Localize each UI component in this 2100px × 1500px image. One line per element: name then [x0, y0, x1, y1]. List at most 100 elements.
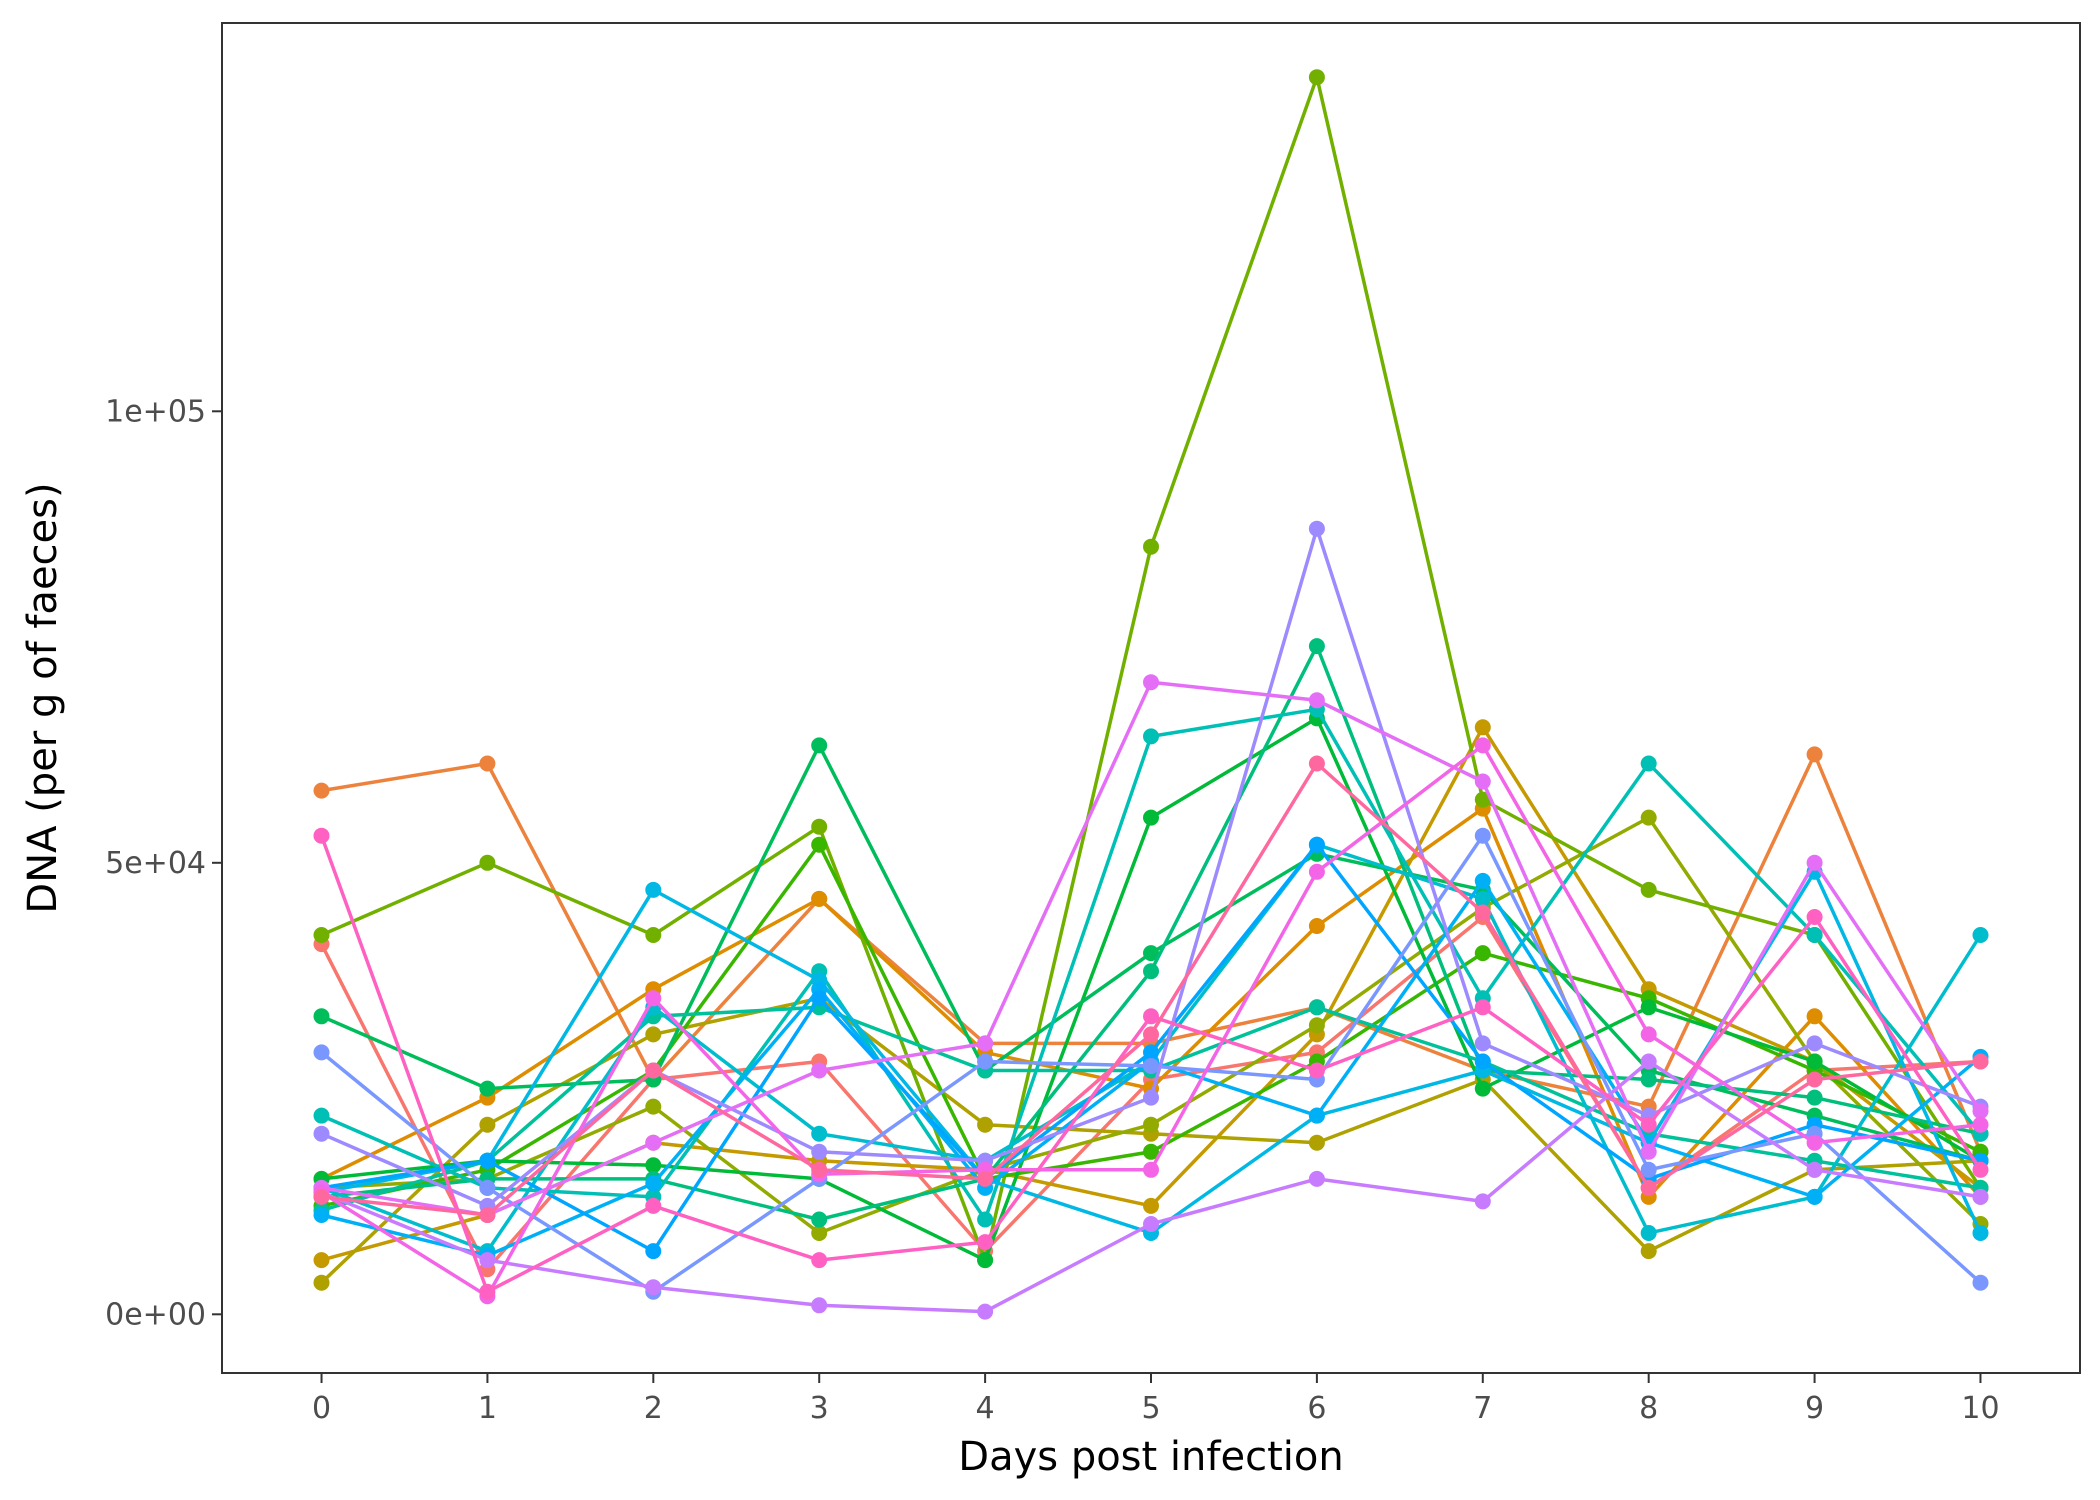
x-tick-label: 6	[1307, 1391, 1326, 1426]
data-point	[1474, 1035, 1491, 1052]
data-point	[1474, 1080, 1491, 1097]
y-axis-title: DNA (per g of faeces)	[20, 482, 66, 913]
data-point	[811, 1143, 828, 1160]
data-point	[1474, 827, 1491, 844]
x-tick-label: 5	[1141, 1391, 1160, 1426]
data-point	[1308, 1062, 1325, 1079]
y-tick-label: 1e+05	[105, 394, 206, 429]
data-point	[811, 836, 828, 853]
data-point	[811, 1125, 828, 1142]
data-point	[1474, 1193, 1491, 1210]
data-point	[645, 1197, 662, 1214]
x-tick-label: 2	[644, 1391, 663, 1426]
data-point	[1972, 1116, 1989, 1133]
data-point	[811, 1252, 828, 1269]
data-point	[1972, 1053, 1989, 1070]
data-point	[1806, 927, 1823, 943]
data-point	[479, 755, 496, 772]
data-point	[811, 1225, 828, 1241]
y-axis: 0e+00 5e+04 1e+05	[105, 394, 222, 1332]
x-tick-label: 8	[1639, 1391, 1658, 1426]
data-point	[811, 1062, 828, 1079]
data-point	[1308, 863, 1325, 880]
data-point	[1143, 728, 1159, 745]
data-point	[811, 1297, 828, 1314]
data-point	[977, 1303, 994, 1320]
data-point	[977, 1035, 994, 1052]
data-point	[977, 1234, 994, 1251]
x-tick-label: 10	[1961, 1391, 1999, 1426]
data-point	[1308, 638, 1325, 655]
data-point	[313, 927, 330, 943]
data-point	[313, 1107, 330, 1124]
data-point	[1308, 692, 1325, 709]
data-point	[1640, 1071, 1657, 1088]
data-point	[1474, 945, 1491, 962]
y-tick-label: 5e+04	[105, 846, 206, 881]
data-point	[1308, 836, 1325, 853]
x-axis-title: Days post infection	[958, 1434, 1343, 1480]
data-point	[811, 818, 828, 835]
data-point	[479, 1207, 496, 1223]
data-point	[313, 827, 330, 844]
data-point	[1143, 963, 1159, 980]
x-tick-label: 4	[976, 1391, 995, 1426]
data-point	[1640, 881, 1657, 898]
data-point	[645, 1175, 662, 1192]
data-point	[1143, 1197, 1159, 1214]
x-tick-label: 9	[1805, 1391, 1824, 1426]
data-point	[1640, 809, 1657, 826]
data-point	[1308, 1017, 1325, 1034]
data-point	[1640, 755, 1657, 772]
data-point	[313, 1044, 330, 1061]
data-point	[1806, 1089, 1823, 1106]
data-point	[645, 1279, 662, 1296]
data-point	[1806, 1134, 1823, 1151]
series-24	[313, 755, 1989, 1223]
x-tick-label: 7	[1473, 1391, 1492, 1426]
data-point	[1806, 1161, 1823, 1178]
data-point	[811, 1211, 828, 1228]
data-point	[1972, 1225, 1989, 1241]
data-point	[1143, 1008, 1159, 1025]
data-point	[645, 1098, 662, 1115]
data-point	[313, 782, 330, 799]
data-point	[977, 1252, 994, 1269]
data-point	[1308, 918, 1325, 934]
data-point	[645, 1243, 662, 1260]
data-point	[313, 1008, 330, 1025]
data-point	[977, 1170, 994, 1187]
x-tick-label: 3	[810, 1391, 829, 1426]
data-point	[1143, 1143, 1159, 1160]
data-point	[1308, 1170, 1325, 1187]
data-point	[1474, 999, 1491, 1016]
data-point	[1474, 773, 1491, 790]
data-point	[1640, 1161, 1657, 1178]
data-point	[1972, 1188, 1989, 1205]
series-layer	[313, 69, 1989, 1320]
data-point	[1806, 1053, 1823, 1070]
x-tick-label: 0	[312, 1391, 331, 1426]
data-point	[1308, 1134, 1325, 1151]
data-point	[645, 881, 662, 898]
data-point	[1640, 1053, 1657, 1070]
data-point	[479, 1080, 496, 1097]
data-point	[1474, 1053, 1491, 1070]
data-point	[1308, 999, 1325, 1016]
data-point	[1143, 538, 1159, 555]
data-point	[1474, 719, 1491, 736]
data-point	[1640, 1243, 1657, 1260]
data-point	[645, 927, 662, 943]
data-point	[1308, 520, 1325, 537]
data-point	[1806, 1188, 1823, 1205]
data-point	[1474, 872, 1491, 889]
data-point	[811, 737, 828, 754]
data-point	[1143, 1058, 1159, 1074]
data-point	[313, 1274, 330, 1291]
data-point	[1143, 1089, 1159, 1106]
data-point	[1640, 999, 1657, 1016]
data-point	[811, 990, 828, 1007]
data-point	[479, 1283, 496, 1300]
